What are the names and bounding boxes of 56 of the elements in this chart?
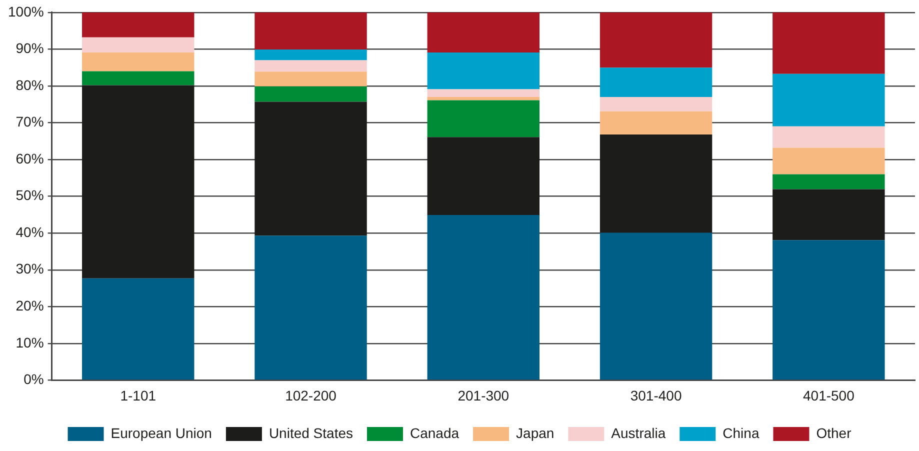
bar bbox=[772, 74, 885, 126]
bar bbox=[82, 52, 194, 72]
bar bbox=[772, 126, 885, 148]
y-tick-label: 0% bbox=[24, 371, 44, 388]
y-tick-label: 70% bbox=[16, 114, 44, 130]
legend-label: Australia bbox=[611, 424, 666, 441]
bar bbox=[254, 72, 367, 86]
x-tick-label: 102-200 bbox=[285, 387, 337, 404]
legend-label: United States bbox=[268, 424, 354, 441]
bar bbox=[427, 12, 540, 52]
bar bbox=[254, 12, 367, 50]
bar bbox=[82, 71, 194, 86]
y-tick-label: 30% bbox=[16, 260, 44, 277]
bar bbox=[600, 232, 712, 380]
bar bbox=[772, 240, 885, 380]
y-tick-label: 10% bbox=[16, 334, 44, 350]
legend-label: Japan bbox=[516, 424, 554, 441]
bar bbox=[82, 85, 194, 278]
x-tick-label: 301-400 bbox=[630, 387, 682, 404]
y-tick-label: 80% bbox=[16, 76, 44, 93]
y-tick-label: 50% bbox=[16, 187, 44, 204]
bar bbox=[772, 148, 885, 174]
bar bbox=[254, 102, 367, 236]
bar bbox=[772, 174, 885, 190]
legend-label: European Union bbox=[110, 424, 212, 441]
bar bbox=[254, 50, 367, 60]
legend-label: Canada bbox=[410, 424, 460, 441]
y-tick-label: 100% bbox=[8, 3, 44, 20]
bar bbox=[600, 12, 712, 68]
x-tick-label: 1-101 bbox=[120, 387, 156, 404]
bar bbox=[600, 96, 712, 112]
y-tick-label: 20% bbox=[16, 298, 44, 314]
y-tick-label: 40% bbox=[16, 224, 44, 240]
bar bbox=[427, 137, 540, 216]
bar bbox=[82, 12, 194, 38]
x-tick-label: 401-500 bbox=[802, 387, 855, 404]
bar bbox=[600, 134, 712, 233]
bar bbox=[427, 52, 540, 90]
bar bbox=[254, 86, 367, 102]
bar bbox=[600, 111, 712, 135]
x-tick-label: 201-300 bbox=[458, 387, 510, 404]
bar bbox=[427, 100, 540, 138]
bar bbox=[600, 68, 712, 97]
bar bbox=[427, 215, 540, 380]
y-tick-label: 90% bbox=[16, 40, 44, 56]
legend-label: Other bbox=[816, 424, 852, 441]
legend-label: China bbox=[722, 424, 760, 441]
bar bbox=[82, 278, 194, 380]
bar bbox=[427, 89, 540, 97]
bar bbox=[254, 236, 367, 380]
bar bbox=[772, 189, 885, 240]
bar bbox=[427, 96, 540, 100]
bar bbox=[772, 12, 885, 74]
bar bbox=[254, 60, 367, 72]
y-tick-label: 60% bbox=[16, 150, 44, 166]
bar bbox=[82, 37, 194, 52]
